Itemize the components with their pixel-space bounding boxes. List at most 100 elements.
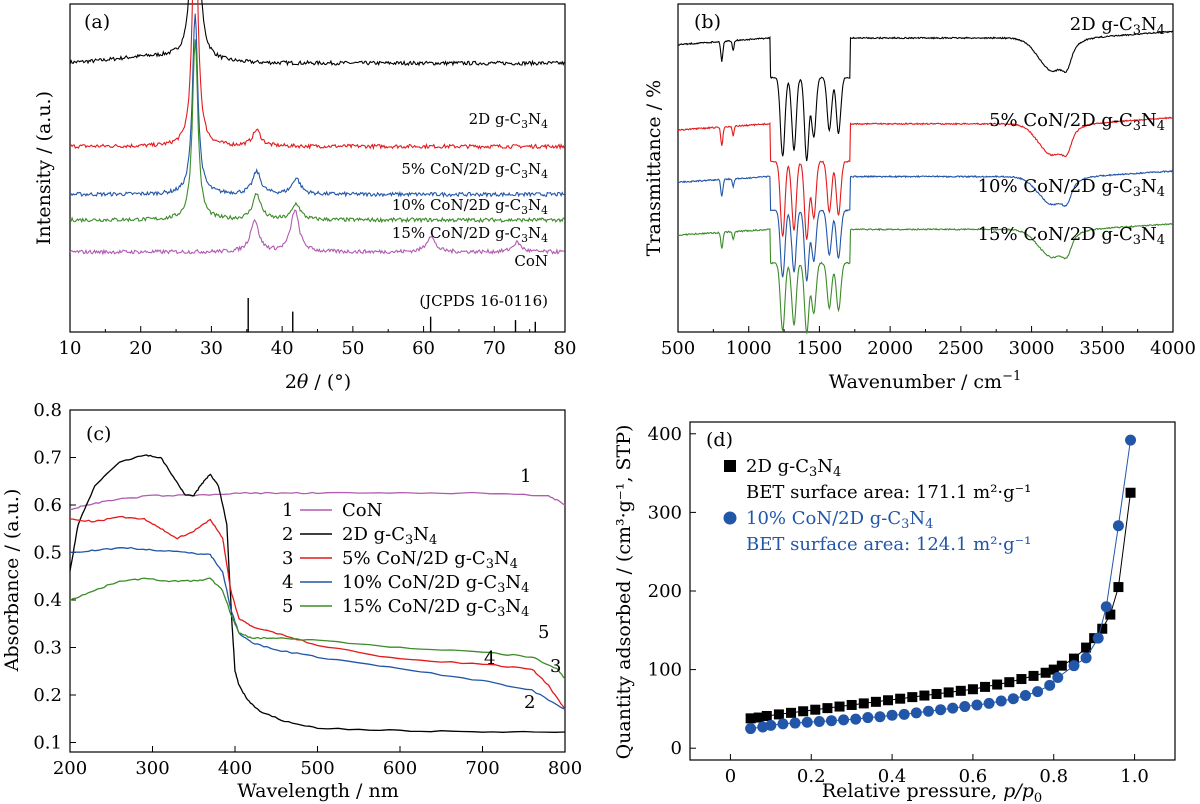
d-point-square xyxy=(1056,660,1067,671)
c-ytick-label: 0.1 xyxy=(33,733,62,754)
d-point-circle xyxy=(1052,671,1064,683)
panel-d-xlabel: Relative pressure, p/p0 xyxy=(822,780,1042,804)
b-xtick-label: 2000 xyxy=(867,338,913,359)
c-ytick-label: 0.3 xyxy=(33,638,62,659)
c-series-line xyxy=(69,491,566,511)
d-point-circle xyxy=(1044,679,1056,691)
d-point-circle xyxy=(777,718,789,730)
a-series-label: 10% CoN/2D g-C3N4 xyxy=(392,196,548,217)
b-xtick-label: 2500 xyxy=(938,338,984,359)
a-series-label: 2D g-C3N4 xyxy=(469,110,549,131)
d-point-circle xyxy=(825,715,837,727)
d-point-circle xyxy=(898,708,910,720)
b-series-line xyxy=(678,169,1174,282)
d-point-square xyxy=(931,688,942,699)
d-point-circle xyxy=(1100,601,1112,613)
panel-b-label: (b) xyxy=(694,11,721,33)
d-point-square xyxy=(1125,487,1136,498)
a-series-line xyxy=(69,39,565,224)
c-legend-label: 5% CoN/2D g-C3N4 xyxy=(342,548,518,572)
panel-a-reference-lines xyxy=(247,298,536,332)
d-point-circle xyxy=(813,715,825,727)
a-xtick-label: 80 xyxy=(554,338,577,359)
c-ytick-label: 0.6 xyxy=(33,495,62,516)
c-xtick-label: 600 xyxy=(383,758,417,779)
d-xtick-label: 0 xyxy=(725,766,736,787)
c-xtick-label: 800 xyxy=(548,758,582,779)
d-point-square xyxy=(883,695,894,706)
panel-b-ylabel: Transmittance / % xyxy=(643,80,665,256)
d-point-circle xyxy=(995,695,1007,707)
d-point-circle xyxy=(1092,632,1104,644)
b-xtick-label: 1000 xyxy=(726,338,772,359)
panel-c-legend: 1 CoN 2 2D g-C3N4 3 5% CoN/2D g-C3N4 4 10% CoN/… xyxy=(282,500,529,620)
panel-a-ylabel: Intensity / (a.u.) xyxy=(33,91,55,245)
a-series-line xyxy=(69,0,565,67)
d-point-square xyxy=(1048,664,1059,675)
a-series-label: CoN xyxy=(514,252,548,270)
d-point-square xyxy=(1028,670,1039,681)
d-point-circle xyxy=(971,699,983,711)
c-xtick-label: 400 xyxy=(218,758,252,779)
c-ytick-label: 0.8 xyxy=(33,400,62,421)
b-series-label: 10% CoN/2D g-C3N4 xyxy=(978,176,1165,200)
d-point-square xyxy=(895,693,906,704)
d-ytick-label: 200 xyxy=(648,581,682,602)
d-point-circle xyxy=(1068,660,1080,672)
d-point-circle xyxy=(922,705,934,717)
d-point-circle xyxy=(959,701,971,713)
d-legend-label: 10% CoN/2D g-C3N4 xyxy=(746,508,933,532)
d-point-square xyxy=(919,690,930,701)
c-legend-label: 15% CoN/2D g-C3N4 xyxy=(342,596,529,620)
d-point-square xyxy=(858,698,869,709)
b-xtick-label: 500 xyxy=(661,338,695,359)
a-xtick-label: 10 xyxy=(59,338,82,359)
d-point-circle xyxy=(862,712,874,724)
d-point-circle xyxy=(1032,686,1044,698)
d-point-circle xyxy=(874,711,886,723)
d-point-circle xyxy=(838,714,850,726)
d-point-square xyxy=(980,681,991,692)
a-xtick-label: 20 xyxy=(129,338,152,359)
d-point-square xyxy=(761,710,772,721)
d-point-square xyxy=(1040,667,1051,678)
panel-b-xlabel: Wavenumber / cm−1 xyxy=(829,369,1021,393)
panel-a-xticks: 10 20 30 40 50 60 70 80 xyxy=(59,326,577,359)
d-point-circle xyxy=(765,719,777,731)
c-curve-number: 5 xyxy=(538,622,549,643)
d-xtick-label: 0.6 xyxy=(959,766,988,787)
b-series-label: 15% CoN/2D g-C3N4 xyxy=(978,224,1165,248)
d-point-square xyxy=(967,684,978,695)
d-point-square xyxy=(1097,623,1108,634)
panel-a-xlabel: 2θ / (°) xyxy=(285,371,351,393)
d-point-square xyxy=(1016,674,1027,685)
d-xtick-label: 1.0 xyxy=(1120,766,1149,787)
d-point-circle xyxy=(1007,693,1019,705)
c-legend-label: 2D g-C3N4 xyxy=(342,524,437,548)
b-series-line xyxy=(678,116,1174,240)
d-legend-bet-note: BET surface area: 124.1 m²·g⁻¹ xyxy=(746,534,1031,555)
c-legend-number: 4 xyxy=(282,572,293,593)
c-curve-number: 3 xyxy=(550,656,561,677)
c-legend-number: 3 xyxy=(282,548,293,569)
d-point-square xyxy=(955,685,966,696)
d-point-circle xyxy=(935,704,947,716)
c-series-line xyxy=(69,515,566,710)
panel-a-label: (a) xyxy=(84,11,110,33)
b-series-line xyxy=(678,30,1174,162)
panel-c-label: (c) xyxy=(86,423,111,445)
panel-b: 500 1000 1500 2000 2500 3000 3500 4000 2D g-C3N… xyxy=(643,3,1196,393)
b-xtick-label: 1500 xyxy=(797,338,843,359)
c-legend-label: CoN xyxy=(342,500,382,521)
panel-b-series: 2D g-C3N4 5% CoN/2D g-C3N4 10% CoN/2D g-C3… xyxy=(677,14,1174,334)
d-ytick-label: 100 xyxy=(648,660,682,681)
b-series-label: 2D g-C3N4 xyxy=(1070,14,1165,38)
c-xtick-label: 300 xyxy=(135,758,169,779)
c-legend-number: 5 xyxy=(282,596,293,617)
b-xtick-label: 3000 xyxy=(1009,338,1055,359)
d-legend-circle xyxy=(723,511,737,525)
d-point-circle xyxy=(745,723,757,735)
